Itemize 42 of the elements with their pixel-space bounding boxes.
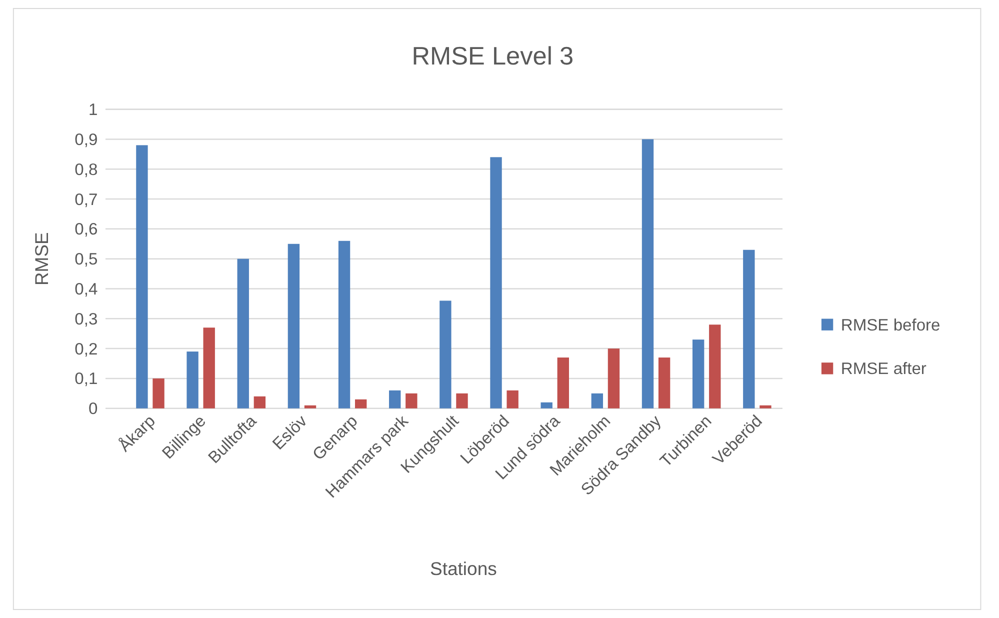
bar (440, 300, 452, 408)
y-tick-label: 0,2 (74, 339, 98, 358)
bar (506, 390, 518, 408)
bar (591, 393, 604, 408)
y-tick-label: 0,6 (74, 220, 98, 239)
bar (709, 324, 721, 408)
bar (237, 258, 249, 408)
chart-title: RMSE Level 3 (412, 42, 574, 70)
y-tick-label: 0,3 (74, 309, 98, 328)
bar (354, 399, 367, 408)
bar (642, 139, 654, 408)
bar (203, 328, 215, 408)
y-tick-label: 0,4 (74, 280, 98, 299)
bar (254, 396, 266, 408)
bar (152, 378, 164, 408)
legend-label: RMSE after (840, 359, 927, 378)
y-tick-label: 0,1 (74, 369, 98, 388)
bar (389, 390, 401, 408)
bar (557, 358, 569, 408)
y-tick-label: 0,5 (74, 250, 98, 269)
bar (406, 393, 418, 408)
bar (288, 244, 300, 408)
bar (608, 348, 620, 408)
y-tick-label: 0,7 (74, 190, 98, 209)
bar (760, 405, 772, 408)
bar (186, 352, 198, 408)
y-tick-label: 1 (88, 100, 98, 120)
legend-label: RMSE before (840, 315, 940, 334)
y-tick-label: 0 (88, 399, 98, 418)
bar (540, 402, 552, 408)
bar (456, 393, 468, 408)
bar (304, 405, 316, 408)
bar (743, 250, 755, 408)
bar (658, 358, 670, 408)
x-axis-title: Stations (430, 558, 497, 579)
y-tick-label: 0,9 (74, 130, 98, 150)
y-axis-title: RMSE (31, 232, 52, 286)
y-tick-label: 0,8 (74, 160, 98, 179)
bar (490, 157, 502, 408)
bar (136, 145, 148, 408)
bar (692, 340, 704, 408)
bar (338, 240, 350, 408)
